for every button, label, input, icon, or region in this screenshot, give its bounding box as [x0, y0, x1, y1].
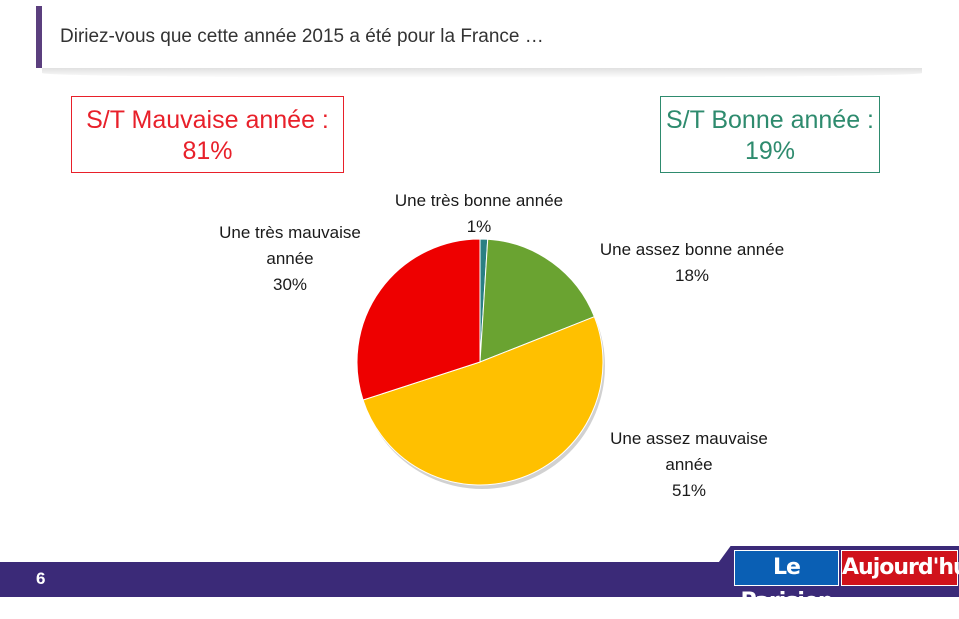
slice-label-tres-mauvaise-text1: Une très mauvaise [219, 223, 361, 242]
page-number: 6 [36, 569, 46, 588]
slice-label-tres-mauvaise-value: 30% [272, 275, 308, 294]
slice-label-tres-mauvaise-text2: année [266, 249, 314, 268]
page-title: Diriez-vous que cette année 2015 a été p… [60, 26, 544, 47]
summary-bad-label: S/T Mauvaise année : [86, 106, 329, 134]
summary-good-label: S/T Bonne année : [665, 106, 875, 134]
summary-bad-value: 81% [182, 137, 233, 165]
slice-label-tres-mauvaise: Une très mauvaise année 30% [196, 220, 384, 298]
summary-bad-box: S/T Mauvaise année : 81% [71, 96, 344, 173]
slice-label-assez-bonne: Une assez bonne année 18% [580, 237, 804, 289]
slice-label-tres-bonne: Une très bonne année 1% [372, 188, 586, 240]
title-bar: Diriez-vous que cette année 2015 a été p… [36, 6, 959, 68]
slice-label-assez-bonne-text: Une assez bonne année [599, 240, 785, 259]
slice-assez-mauvaise [362, 316, 604, 486]
summary-good-value: 19% [744, 137, 796, 165]
slice-tres-mauvaise [356, 238, 481, 401]
slice-label-assez-mauvaise-text2: année [665, 455, 713, 474]
slice-label-tres-bonne-text: Une très bonne année [394, 191, 564, 210]
slice-label-assez-mauvaise: Une assez mauvaise année 51% [586, 426, 792, 504]
slice-label-assez-mauvaise-value: 51% [671, 481, 707, 500]
title-shadow [42, 68, 922, 78]
aujourdhui-logo: Aujourd'hui [841, 550, 959, 586]
pie-chart [356, 238, 605, 489]
le-parisien-logo: Le Parisien [734, 550, 839, 614]
slice-assez-bonne [479, 238, 596, 363]
slice-label-assez-bonne-value: 18% [674, 266, 710, 285]
summary-good-box: S/T Bonne année : 19% [660, 96, 880, 173]
slice-label-tres-bonne-value: 1% [466, 217, 492, 236]
slice-label-assez-mauvaise-text1: Une assez mauvaise [610, 429, 768, 448]
